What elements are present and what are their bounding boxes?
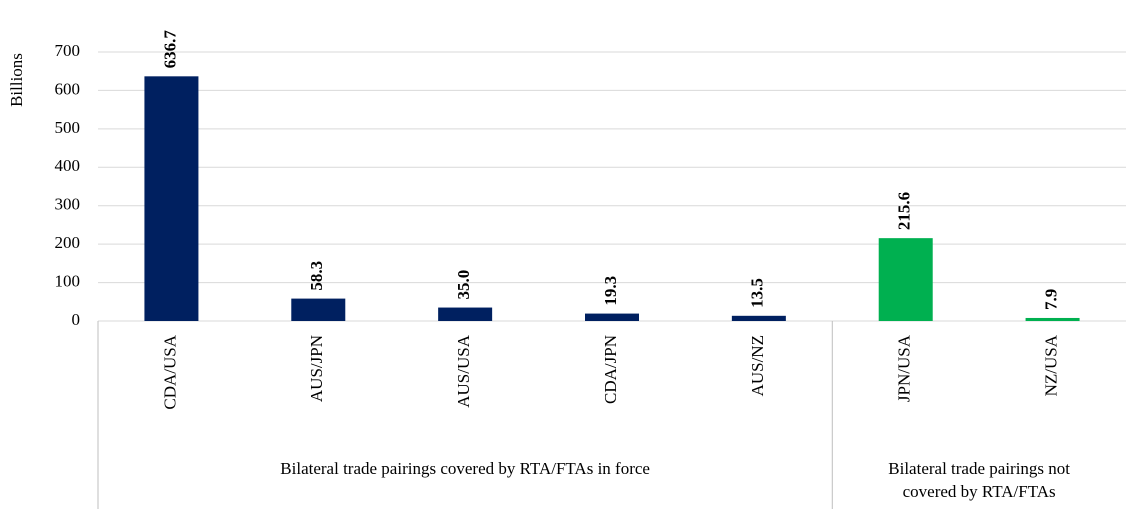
value-label: 19.3 <box>601 276 620 306</box>
x-tick-label: CDA/USA <box>160 334 179 409</box>
bar <box>878 238 933 321</box>
bar <box>144 76 199 321</box>
y-tick-label: 400 <box>55 156 81 175</box>
bar <box>291 298 346 321</box>
x-tick-label: NZ/USA <box>1041 334 1060 396</box>
value-label: 215.6 <box>895 192 914 230</box>
x-tick-label: AUS/JPN <box>307 335 326 402</box>
y-tick-label: 300 <box>55 195 81 214</box>
x-tick-label: CDA/JPN <box>601 335 620 404</box>
x-tick-label: AUS/USA <box>454 334 473 407</box>
bar <box>585 313 639 321</box>
value-label: 636.7 <box>160 30 179 69</box>
bar <box>1025 317 1080 321</box>
y-axis-title: Billions <box>7 53 26 107</box>
group-label: Bilateral trade pairings covered by RTA/… <box>280 459 650 478</box>
value-label: 13.5 <box>748 278 767 308</box>
value-label: 58.3 <box>307 261 326 291</box>
bar <box>731 315 786 321</box>
y-tick-label: 700 <box>55 41 81 60</box>
group-label: covered by RTA/FTAs <box>903 482 1056 501</box>
y-tick-label: 0 <box>72 310 81 329</box>
group-label: Bilateral trade pairings not <box>888 459 1070 478</box>
value-label: 35.0 <box>454 270 473 300</box>
y-tick-label: 200 <box>55 233 81 252</box>
value-label: 7.9 <box>1041 289 1060 310</box>
bar <box>438 307 493 321</box>
y-tick-label: 100 <box>55 271 81 290</box>
y-tick-label: 600 <box>55 79 81 98</box>
x-tick-label: JPN/USA <box>895 334 914 402</box>
y-tick-label: 500 <box>55 118 81 137</box>
x-tick-label: AUS/NZ <box>748 335 767 396</box>
